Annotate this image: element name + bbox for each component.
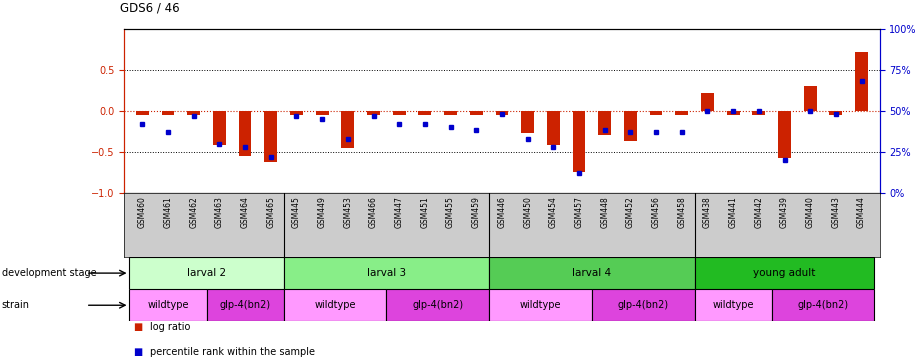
- Bar: [649, 111, 662, 115]
- Bar: [830, 111, 843, 115]
- Bar: [701, 92, 714, 111]
- FancyBboxPatch shape: [130, 289, 206, 321]
- Bar: [856, 51, 868, 111]
- Text: GSM439: GSM439: [780, 196, 789, 228]
- Text: GSM458: GSM458: [677, 196, 686, 228]
- FancyBboxPatch shape: [694, 257, 874, 289]
- FancyBboxPatch shape: [206, 289, 284, 321]
- Bar: [752, 111, 765, 115]
- Text: GSM454: GSM454: [549, 196, 558, 228]
- FancyBboxPatch shape: [772, 289, 874, 321]
- Text: GSM455: GSM455: [446, 196, 455, 228]
- Text: GSM459: GSM459: [472, 196, 481, 228]
- Text: strain: strain: [2, 300, 29, 310]
- Text: GSM456: GSM456: [651, 196, 660, 228]
- Text: GSM463: GSM463: [215, 196, 224, 228]
- FancyBboxPatch shape: [489, 289, 592, 321]
- Text: GSM451: GSM451: [420, 196, 429, 228]
- Bar: [290, 111, 303, 115]
- Bar: [547, 111, 560, 145]
- Text: GSM449: GSM449: [318, 196, 327, 228]
- Text: GSM446: GSM446: [497, 196, 507, 228]
- Text: GSM460: GSM460: [138, 196, 146, 228]
- Text: glp-4(bn2): glp-4(bn2): [618, 300, 669, 310]
- FancyBboxPatch shape: [386, 289, 489, 321]
- Text: GSM461: GSM461: [164, 196, 172, 228]
- Bar: [804, 86, 817, 111]
- Text: young adult: young adult: [753, 268, 816, 278]
- Text: GSM443: GSM443: [832, 196, 840, 228]
- Text: log ratio: log ratio: [150, 322, 191, 332]
- Bar: [444, 111, 457, 115]
- Text: GSM440: GSM440: [806, 196, 815, 228]
- Text: wildtype: wildtype: [712, 300, 754, 310]
- Text: GSM464: GSM464: [240, 196, 250, 228]
- Text: glp-4(bn2): glp-4(bn2): [219, 300, 271, 310]
- Text: GSM442: GSM442: [754, 196, 764, 228]
- Text: larval 4: larval 4: [572, 268, 612, 278]
- FancyBboxPatch shape: [284, 257, 489, 289]
- Bar: [573, 111, 586, 172]
- Bar: [521, 111, 534, 133]
- FancyBboxPatch shape: [592, 289, 694, 321]
- Text: ■: ■: [134, 322, 143, 332]
- Text: glp-4(bn2): glp-4(bn2): [798, 300, 848, 310]
- FancyBboxPatch shape: [130, 257, 284, 289]
- Text: ■: ■: [134, 347, 143, 357]
- FancyBboxPatch shape: [694, 289, 772, 321]
- Text: GSM448: GSM448: [600, 196, 609, 228]
- Text: GSM453: GSM453: [344, 196, 353, 228]
- Bar: [367, 111, 380, 115]
- Text: GSM466: GSM466: [369, 196, 378, 228]
- Bar: [495, 111, 508, 115]
- Text: GSM457: GSM457: [575, 196, 584, 228]
- Text: glp-4(bn2): glp-4(bn2): [413, 300, 463, 310]
- Text: percentile rank within the sample: percentile rank within the sample: [150, 347, 315, 357]
- Text: development stage: development stage: [2, 268, 97, 278]
- Bar: [136, 111, 148, 115]
- Bar: [624, 111, 636, 141]
- Bar: [727, 111, 740, 115]
- Bar: [675, 111, 688, 115]
- Bar: [213, 111, 226, 145]
- Bar: [239, 111, 251, 156]
- Bar: [778, 111, 791, 158]
- Text: GSM444: GSM444: [857, 196, 866, 228]
- Bar: [187, 111, 200, 115]
- Bar: [161, 111, 174, 115]
- Text: GSM465: GSM465: [266, 196, 275, 228]
- Bar: [342, 111, 355, 148]
- FancyBboxPatch shape: [284, 289, 386, 321]
- Text: larval 2: larval 2: [187, 268, 226, 278]
- Text: GSM438: GSM438: [703, 196, 712, 228]
- Text: GSM445: GSM445: [292, 196, 301, 228]
- Text: wildtype: wildtype: [147, 300, 189, 310]
- Bar: [392, 111, 405, 115]
- Text: GSM452: GSM452: [626, 196, 635, 228]
- Text: GSM450: GSM450: [523, 196, 532, 228]
- FancyBboxPatch shape: [489, 257, 694, 289]
- Bar: [316, 111, 329, 115]
- Text: GSM462: GSM462: [189, 196, 198, 228]
- Bar: [599, 111, 612, 135]
- Bar: [418, 111, 431, 115]
- Text: larval 3: larval 3: [367, 268, 406, 278]
- Bar: [470, 111, 483, 115]
- Bar: [264, 111, 277, 162]
- Text: GSM447: GSM447: [395, 196, 403, 228]
- Text: GSM441: GSM441: [729, 196, 738, 228]
- Text: GDS6 / 46: GDS6 / 46: [120, 1, 180, 14]
- Text: wildtype: wildtype: [519, 300, 561, 310]
- Text: wildtype: wildtype: [314, 300, 356, 310]
